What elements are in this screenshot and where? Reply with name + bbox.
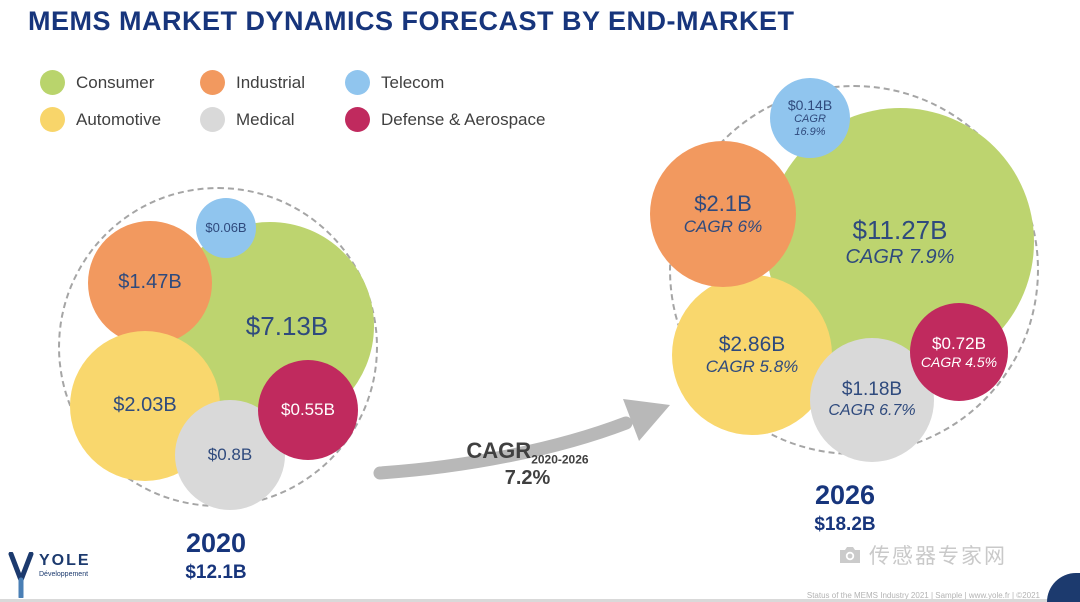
bubble-value-label: $11.27B — [852, 214, 948, 245]
bubble-value-label: $2.03B — [113, 394, 177, 417]
yole-logo-subtitle: Développement — [39, 571, 89, 578]
legend-label: Automotive — [76, 109, 162, 129]
year-label: 2020 — [185, 528, 247, 558]
legend-item-automotive: Automotive — [40, 107, 200, 132]
legend-label: Telecom — [381, 72, 445, 92]
watermark-text: 传感器专家网 — [869, 545, 1007, 568]
corner-decoration — [1047, 573, 1080, 602]
year-label: 2026 — [814, 480, 876, 510]
cagr-period: 2020-2026 — [531, 452, 589, 467]
year-2020-block: 2020 $12.1B — [150, 528, 282, 584]
legend-label: Consumer — [76, 72, 155, 92]
camera-icon — [840, 547, 860, 563]
yole-logo-mark-icon — [8, 552, 34, 598]
bubble-value-label: $0.8B — [207, 444, 253, 464]
year-total-label: $18.2B — [814, 514, 876, 535]
year-2026-block: 2026 $18.2B — [779, 480, 911, 536]
legend-item-medical: Medical — [200, 107, 345, 132]
growth-arrow-icon — [373, 399, 670, 480]
bubble-value-label: $0.55B — [281, 399, 335, 419]
bubble-2020-medical: $0.8B — [175, 400, 285, 510]
legend-label: Medical — [236, 109, 295, 129]
telecom-color-dot — [345, 70, 370, 95]
year-total-label: $12.1B — [185, 562, 247, 583]
bubble-cagr-label: CAGR 4.5% — [920, 353, 998, 370]
bubble-value-label: $1.47B — [118, 271, 182, 294]
bubble-2020-industrial: $1.47B — [88, 221, 212, 345]
legend-label: Industrial — [236, 72, 305, 92]
bubble-cagr-label: CAGR 6.7% — [828, 401, 916, 419]
consumer-color-dot — [40, 70, 65, 95]
cagr-prefix: CAGR — [466, 438, 532, 463]
page-title: MEMS MARKET DYNAMICS FORECAST BY END-MAR… — [28, 6, 795, 36]
bubble-2020-defense-aerospace: $0.55B — [258, 360, 358, 460]
bubble-value-label: $7.13B — [245, 310, 329, 341]
watermark: 传感器专家网 — [838, 540, 1007, 570]
overall-cagr-callout: CAGR2020-2026 7.2% — [440, 438, 615, 490]
medical-color-dot — [200, 107, 225, 132]
bubble-cagr-label: CAGR 6% — [683, 216, 763, 236]
bubble-value-label: $2.1B — [694, 191, 752, 216]
bubble-2026-defense-aerospace: $0.72B CAGR 4.5% — [910, 303, 1008, 401]
source-attribution: Status of the MEMS Industry 2021 | Sampl… — [806, 591, 1040, 600]
legend-item-telecom: Telecom — [345, 70, 585, 95]
legend-item-industrial: Industrial — [200, 70, 345, 95]
bubble-value-label: $0.14B — [787, 96, 833, 113]
bubble-2026-telecom: $0.14B CAGR 16.9% — [770, 78, 850, 158]
bubble-cagr-label: CAGR 5.8% — [705, 357, 799, 377]
bubble-2026-industrial: $2.1B CAGR 6% — [650, 141, 796, 287]
cagr-value: 7.2% — [504, 467, 551, 490]
legend: Consumer Industrial Telecom Automotive M… — [40, 70, 585, 132]
industrial-color-dot — [200, 70, 225, 95]
bubble-cagr-label: CAGR 16.9% — [794, 113, 826, 139]
defense-color-dot — [345, 107, 370, 132]
bubble-cagr-label: CAGR 7.9% — [845, 245, 955, 268]
bubble-value-label: $2.86B — [718, 332, 786, 356]
legend-item-consumer: Consumer — [40, 70, 200, 95]
bubble-2020-telecom: $0.06B — [196, 198, 256, 258]
automotive-color-dot — [40, 107, 65, 132]
bubble-value-label: $1.18B — [841, 379, 903, 401]
yole-logo: YOLE Développement — [8, 552, 91, 598]
bubble-value-label: $0.06B — [205, 220, 247, 236]
bottom-edge-bar — [0, 599, 1080, 602]
yole-logo-name: YOLE — [39, 552, 91, 569]
legend-label: Defense & Aerospace — [381, 109, 546, 129]
bubble-2026-automotive: $2.86B CAGR 5.8% — [672, 275, 832, 435]
legend-item-defense: Defense & Aerospace — [345, 107, 585, 132]
bubble-value-label: $0.72B — [932, 333, 986, 353]
